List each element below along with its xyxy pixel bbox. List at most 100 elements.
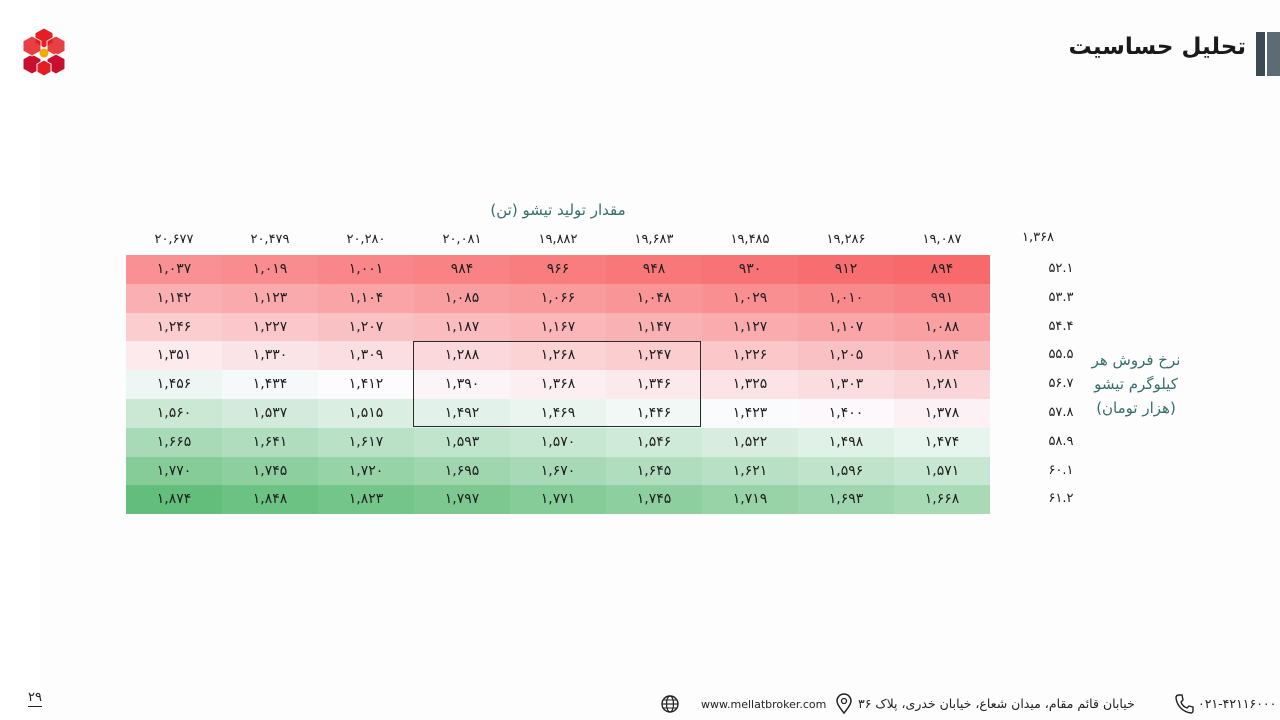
table-cell: ۱,۵۴۶: [606, 427, 702, 457]
y-axis-title-line: کیلوگرم تیشو: [1094, 375, 1178, 393]
table-cell: ۱,۰۶۶: [510, 283, 606, 313]
table-cell: ۱,۳۷۸: [894, 399, 990, 428]
table-cell: ۱,۵۱۵: [318, 399, 414, 428]
table-cell: ۱,۶۴۱: [222, 427, 318, 457]
page-number: ۲۹: [28, 690, 42, 707]
table-cell: ۹۶۶: [510, 255, 606, 284]
table-cell: ۱,۷۲۰: [318, 456, 414, 486]
table-cell: ۱,۲۴۷: [606, 341, 702, 371]
table-cell: ۱,۶۹۵: [414, 456, 510, 486]
column-header: ۱۹,۸۸۲: [538, 232, 578, 247]
y-axis-title: نرخ فروش هر کیلوگرم تیشو (هزار تومان): [1080, 348, 1192, 420]
address-text: خیابان قائم مقام، میدان شعاع، خیابان خدر…: [858, 696, 1135, 711]
table-cell: ۱,۳۹۰: [414, 370, 510, 399]
row-header: ۵۸.۹: [1048, 433, 1074, 449]
row-header: ۶۱.۲: [1048, 491, 1074, 507]
table-cell: ۱,۰۴۸: [606, 283, 702, 313]
table-cell: ۱,۱۴۷: [606, 312, 702, 342]
y-axis-title-line: نرخ فروش هر: [1091, 351, 1181, 369]
table-cell: ۱,۳۶۸: [510, 370, 606, 399]
table-cell: ۹۹۱: [894, 283, 990, 313]
table-cell: ۹۳۰: [702, 255, 798, 284]
row-header: ۵۶.۷: [1048, 376, 1074, 392]
row-header: ۵۵.۵: [1048, 347, 1074, 363]
table-cell: ۱,۵۹۶: [798, 456, 894, 486]
table-cell: ۱,۶۷۰: [510, 456, 606, 486]
table-cell: ۱,۷۱۹: [702, 485, 798, 515]
table-cell: ۱,۱۸۷: [414, 312, 510, 342]
table-cell: ۱,۱۴۲: [126, 283, 222, 313]
table-cell: ۸۹۴: [894, 255, 990, 284]
table-cell: ۱,۱۰۴: [318, 283, 414, 313]
table-cell: ۱,۱۶۷: [510, 312, 606, 342]
row-header: ۵۴.۴: [1048, 318, 1074, 334]
table-cell: ۱,۸۴۸: [222, 485, 318, 515]
column-header: ۱۹,۲۸۶: [826, 232, 866, 247]
phone-number: ۰۲۱-۴۲۱۱۶۰۰۰: [1198, 696, 1277, 711]
table-cell: ۱,۶۶۵: [126, 427, 222, 457]
column-header: ۱۹,۶۸۳: [634, 232, 674, 247]
table-cell: ۱,۱۸۴: [894, 341, 990, 371]
table-cell: ۱,۰۸۵: [414, 283, 510, 313]
row-header: ۵۷.۸: [1048, 405, 1074, 420]
column-header: ۲۰,۶۷۷: [154, 232, 194, 247]
table-cell: ۱,۴۵۶: [126, 370, 222, 399]
table-cell: ۱,۴۴۶: [606, 399, 702, 428]
table-cell: ۱,۷۹۷: [414, 485, 510, 515]
table-cell: ۱,۷۴۵: [222, 456, 318, 486]
title-accent-bar: [1256, 32, 1280, 76]
table-cell: ۱,۵۹۳: [414, 427, 510, 457]
table-cell: ۱,۱۲۷: [702, 312, 798, 342]
column-header: ۲۰,۲۸۰: [346, 232, 386, 247]
location-pin-icon: [836, 693, 852, 715]
row-header: ۵۲.۱: [1048, 261, 1074, 276]
x-axis-title: مقدار تولید تیشو (تن): [490, 201, 626, 219]
table-cell: ۱,۳۴۶: [606, 370, 702, 399]
table-cell: ۱,۵۲۲: [702, 427, 798, 457]
table-cell: ۱,۴۶۹: [510, 399, 606, 428]
table-cell: ۹۴۸: [606, 255, 702, 284]
table-cell: ۱,۳۰۳: [798, 370, 894, 399]
table-cell: ۱,۳۲۵: [702, 370, 798, 399]
column-header: ۱۹,۰۸۷: [922, 232, 962, 247]
corner-value: ۱,۳۶۸: [1021, 230, 1055, 245]
table-cell: ۱,۰۳۷: [126, 255, 222, 284]
table-cell: ۱,۷۷۱: [510, 485, 606, 515]
column-header: ۱۹,۴۸۵: [730, 232, 770, 247]
table-cell: ۱,۶۱۷: [318, 427, 414, 457]
table-cell: ۱,۴۹۸: [798, 427, 894, 457]
table-cell: ۱,۶۴۵: [606, 456, 702, 486]
mellat-logo: [22, 27, 66, 77]
table-cell: ۱,۲۶۸: [510, 341, 606, 371]
website-link[interactable]: www.mellatbroker.com: [701, 698, 827, 711]
table-cell: ۱,۴۱۲: [318, 370, 414, 399]
table-cell: ۱,۲۰۷: [318, 312, 414, 342]
table-cell: ۱,۶۶۸: [894, 485, 990, 515]
table-cell: ۱,۳۰۹: [318, 341, 414, 371]
table-cell: ۱,۰۱۹: [222, 255, 318, 284]
table-cell: ۱,۸۲۳: [318, 485, 414, 515]
table-cell: ۹۸۴: [414, 255, 510, 284]
table-cell: ۱,۴۰۰: [798, 399, 894, 428]
row-header: ۵۳.۳: [1048, 289, 1074, 305]
table-cell: ۱,۷۴۵: [606, 485, 702, 515]
column-header: ۲۰,۴۷۹: [250, 232, 290, 247]
y-axis-title-line: (هزار تومان): [1096, 399, 1176, 417]
table-cell: ۱,۱۲۳: [222, 283, 318, 313]
table-cell: ۱,۶۹۳: [798, 485, 894, 515]
table-cell: ۱,۰۱۰: [798, 283, 894, 313]
table-cell: ۱,۴۹۲: [414, 399, 510, 428]
globe-icon: [661, 695, 679, 713]
phone-icon: [1175, 694, 1194, 714]
table-cell: ۱,۲۸۸: [414, 341, 510, 371]
table-cell: ۱,۴۷۴: [894, 427, 990, 457]
table-cell: ۱,۳۳۰: [222, 341, 318, 371]
table-cell: ۱,۵۷۱: [894, 456, 990, 486]
table-cell: ۹۱۲: [798, 255, 894, 284]
table-cell: ۱,۵۶۰: [126, 399, 222, 428]
table-cell: ۱,۷۷۰: [126, 456, 222, 486]
table-cell: ۱,۳۵۱: [126, 341, 222, 371]
table-cell: ۱,۲۲۷: [222, 312, 318, 342]
table-cell: ۱,۵۳۷: [222, 399, 318, 428]
table-cell: ۱,۰۲۹: [702, 283, 798, 313]
